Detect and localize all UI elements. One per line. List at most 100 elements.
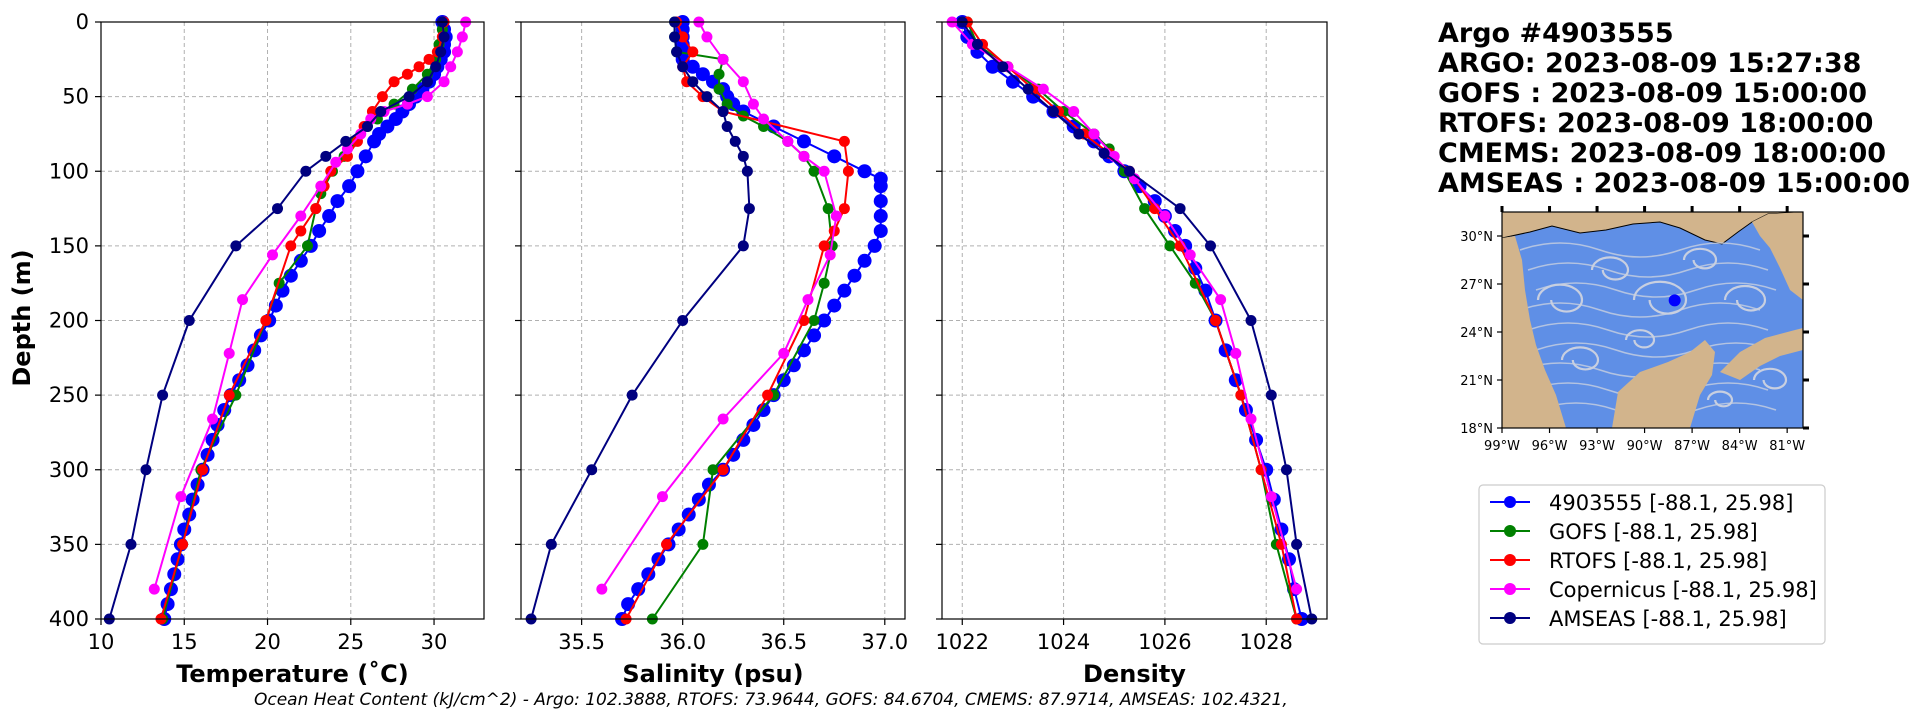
x-tick-label: 20	[254, 630, 281, 654]
info-rtofs-time: RTOFS: 2023-08-09 18:00:00	[1438, 108, 1873, 139]
map-lon-label: 96°W	[1532, 439, 1568, 454]
panel-2: 35.5 36.0 36.5 37.0 Salinity (psu)	[515, 15, 908, 688]
x-tick-label: 1022	[936, 630, 989, 654]
data-point-amseas	[1123, 165, 1135, 177]
data-point-copernicus	[1184, 249, 1196, 261]
data-point-rtofs	[842, 165, 854, 177]
legend-entry-rtofs: RTOFS [-88.1, 25.98]	[1490, 549, 1767, 573]
info-amseas-time: AMSEAS : 2023-08-09 15:00:00	[1438, 168, 1910, 199]
data-point-rtofs	[223, 389, 235, 401]
data-point-gofs	[301, 240, 313, 252]
info-block: Argo #4903555 ARGO: 2023-08-09 15:27:38 …	[1438, 18, 1910, 199]
map-lon-label: 81°W	[1769, 439, 1805, 454]
x-tick-label: 36.5	[760, 630, 807, 654]
x-tick-label: 10	[88, 630, 115, 654]
data-point-copernicus	[818, 165, 830, 177]
data-point-copernicus	[782, 135, 794, 147]
legend-entry-argo: 4903555 [-88.1, 25.98]	[1490, 491, 1793, 515]
data-point-amseas	[743, 203, 755, 215]
data-point-argo	[873, 223, 888, 238]
series-line-copernicus	[153, 21, 467, 590]
legend-label: GOFS [-88.1, 25.98]	[1549, 520, 1758, 544]
data-point-amseas	[183, 315, 195, 326]
data-point-amseas	[677, 315, 689, 326]
map-cuba-land	[1720, 328, 1803, 380]
data-point-argo	[857, 253, 872, 268]
data-point-rtofs	[260, 315, 272, 326]
data-point-amseas	[157, 389, 169, 401]
data-point-amseas	[1098, 147, 1110, 159]
data-point-copernicus	[802, 294, 814, 306]
data-point-rtofs	[295, 225, 307, 237]
data-point-amseas	[230, 240, 242, 252]
data-point-copernicus	[1265, 491, 1277, 503]
data-point-amseas	[741, 165, 753, 177]
data-point-amseas	[1047, 106, 1059, 118]
map-lat-label: 18°N	[1460, 422, 1493, 437]
legend-marker	[1504, 612, 1516, 624]
x-tick-label: 37.0	[861, 630, 908, 654]
data-point-amseas	[701, 91, 713, 103]
data-point-argo	[867, 238, 882, 253]
data-point-amseas	[626, 389, 638, 401]
y-tick-label: 350	[49, 532, 89, 556]
streamline	[1723, 284, 1767, 312]
data-point-copernicus	[355, 128, 367, 140]
data-point-amseas	[545, 538, 557, 550]
map-frame	[1501, 211, 1804, 429]
data-point-argo	[746, 417, 761, 432]
y-axis-label: Depth (m)	[8, 249, 36, 386]
data-point-copernicus	[445, 61, 457, 73]
data-point-copernicus	[330, 156, 342, 168]
x-tick-label: 36.0	[659, 630, 706, 654]
data-point-copernicus	[778, 347, 790, 359]
streamline	[1706, 390, 1734, 408]
x-tick-label: 30	[421, 630, 448, 654]
data-point-copernicus	[207, 413, 219, 425]
panel-3: 1022 1024 1026 1028 Density	[936, 15, 1328, 688]
data-point-amseas	[721, 120, 733, 132]
data-point-amseas	[1022, 83, 1034, 95]
data-point-argo	[873, 209, 888, 224]
data-point-argo	[847, 268, 862, 283]
data-point-copernicus	[237, 294, 249, 306]
data-point-copernicus	[267, 249, 279, 261]
data-point-argo	[873, 194, 888, 209]
data-point-copernicus	[717, 53, 729, 65]
y-tick-label: 300	[49, 458, 89, 482]
x-tick-label: 35.5	[558, 630, 605, 654]
data-point-gofs	[1139, 203, 1151, 215]
x-tick-label: 1024	[1037, 630, 1090, 654]
data-point-copernicus	[701, 31, 713, 43]
data-point-amseas	[438, 31, 450, 43]
data-point-copernicus	[175, 491, 187, 503]
data-point-rtofs	[177, 538, 189, 550]
data-point-argo	[685, 59, 700, 74]
streamline	[1527, 322, 1769, 338]
data-point-copernicus	[438, 76, 450, 88]
data-point-amseas	[671, 46, 683, 58]
data-point-amseas	[669, 31, 681, 43]
data-point-argo	[358, 149, 373, 164]
data-point-argo	[342, 179, 357, 194]
data-point-amseas	[1174, 203, 1186, 215]
data-point-copernicus	[596, 583, 608, 595]
data-point-copernicus	[315, 180, 327, 192]
legend-label: RTOFS [-88.1, 25.98]	[1549, 549, 1767, 573]
data-point-amseas	[729, 135, 741, 147]
data-point-argo	[817, 313, 832, 328]
data-point-gofs	[1189, 277, 1201, 289]
data-point-copernicus	[1245, 413, 1257, 425]
map-lon-label: 90°W	[1627, 439, 1663, 454]
data-point-argo	[786, 358, 801, 373]
streamline	[1560, 346, 1600, 371]
data-point-amseas	[677, 61, 689, 73]
data-point-amseas	[1291, 538, 1303, 550]
data-point-rtofs	[838, 135, 850, 147]
series-copernicus	[946, 16, 1303, 595]
data-point-amseas	[1073, 128, 1085, 140]
legend-entry-amseas: AMSEAS [-88.1, 25.98]	[1490, 607, 1787, 631]
legend: 4903555 [-88.1, 25.98] GOFS [-88.1, 25.98…	[1478, 484, 1826, 645]
map-lat-label: 27°N	[1460, 278, 1493, 293]
y-tick-label: 0	[76, 10, 89, 34]
